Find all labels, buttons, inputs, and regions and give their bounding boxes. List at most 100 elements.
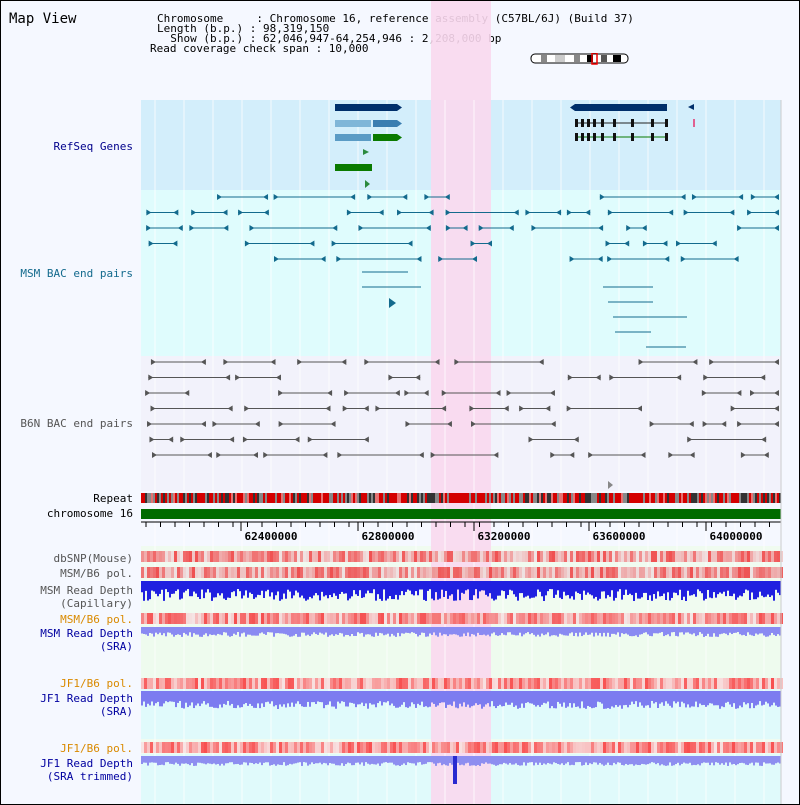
jf1-sra-depth-bar [573, 691, 575, 704]
heat-cell [510, 567, 513, 578]
heat-cell [498, 742, 501, 753]
heat-cell [189, 742, 192, 753]
heat-cell [315, 551, 318, 562]
repeat-segment [575, 493, 577, 503]
heat-cell [177, 678, 180, 689]
b6n-bac-end [344, 390, 350, 396]
heat-cell [561, 551, 564, 562]
heat-cell [615, 742, 618, 753]
heat-cell [543, 742, 546, 753]
repeat-segment [357, 493, 359, 503]
heat-cell [459, 678, 462, 689]
jf1-trim-depth-bar [463, 756, 465, 766]
msm-sra-depth-bar [357, 627, 359, 633]
jf1-sra-depth-bar [229, 691, 231, 706]
msm-capillary-depth-bar [155, 581, 157, 594]
jf1-b6-pol2-label[interactable]: JF1/B6 pol. [60, 742, 133, 755]
repeat-segment [173, 493, 175, 503]
repeat-segment [671, 493, 673, 503]
msm-bac-label[interactable]: MSM BAC end pairs [20, 267, 133, 280]
msm-capillary-depth-bar [311, 581, 313, 599]
jf1-trim-depth-bar [497, 756, 499, 766]
heat-cell [213, 613, 216, 624]
msm-bac-end [680, 194, 686, 200]
msm-capillary-depth-bar [293, 581, 295, 596]
jf1-sra-depth-bar [405, 691, 407, 708]
heat-cell [312, 567, 315, 578]
jf1-sra-depth-bar [507, 691, 509, 705]
jf1-sra-depth-bar [637, 691, 639, 707]
heat-cell [693, 742, 696, 753]
heat-cell [642, 567, 645, 578]
jf1-trim-depth-bar [773, 756, 775, 765]
heat-cell [573, 613, 576, 624]
jf1-sra-depth-bar [441, 691, 443, 703]
jf1-trim-depth-bar [295, 756, 297, 764]
heat-cell [654, 678, 657, 689]
msm-b6-pol-label[interactable]: MSM/B6 pol. [60, 567, 133, 580]
jf1-sra-depth-bar [663, 691, 665, 706]
repeat-segment [767, 493, 769, 503]
msm-sra-depth-bar [389, 627, 391, 637]
msm-b6-pol2-label[interactable]: MSM/B6 pol. [60, 613, 133, 626]
dbsnp-label[interactable]: dbSNP(Mouse) [53, 552, 133, 565]
heat-cell [699, 613, 702, 624]
heat-cell [159, 678, 162, 689]
jf1-trim-depth-bar [719, 756, 721, 765]
jf1-trim-depth-bar [621, 756, 623, 765]
msm-sra-depth-bar [251, 627, 253, 636]
chromosome-ideogram[interactable] [529, 53, 631, 65]
heat-cell [414, 551, 417, 562]
b6n-bac-end [363, 436, 369, 443]
heat-cell [453, 742, 456, 753]
jf1-trim-depth-bar [239, 756, 241, 765]
jf1-trim-depth-bar [387, 756, 389, 763]
jf1-trim-depth-bar [483, 756, 485, 764]
msm-capillary-depth-bar [423, 581, 425, 600]
heat-cell [162, 678, 165, 689]
jf1-sra-depth-bar [473, 691, 475, 706]
msm-sra-depth-bar [491, 627, 493, 634]
heat-cell [330, 567, 333, 578]
heat-cell [258, 551, 261, 562]
jf1-sra-depth-bar [469, 691, 471, 708]
jf1-sra-depth-bar [369, 691, 371, 704]
msm-sra-depth-bar [169, 627, 171, 633]
heat-cell [726, 613, 729, 624]
msm-depth-capillary-label[interactable]: MSM Read Depth [40, 584, 133, 597]
jf1-b6-pol-label[interactable]: JF1/B6 pol. [60, 677, 133, 690]
heat-cell [441, 613, 444, 624]
jf1-sra-depth-bar [739, 691, 741, 706]
heat-cell [321, 551, 324, 562]
msm-sra-depth-bar [509, 627, 511, 633]
msm-capillary-depth-bar [253, 581, 255, 599]
jf1-trim-depth-bar [437, 756, 439, 764]
jf1-depth-sra-label[interactable]: JF1 Read Depth [40, 692, 133, 705]
msm-sra-depth-bar [435, 627, 437, 636]
b6n-bac-end [415, 374, 421, 381]
b6n-bac-end [573, 436, 579, 443]
heat-cell [207, 678, 210, 689]
repeat-segment [225, 493, 227, 503]
jf1-trim-depth-bar [147, 756, 149, 766]
msm-sra-depth-bar [501, 627, 503, 634]
jf1-depth-trim-label[interactable]: JF1 Read Depth [40, 757, 133, 770]
msm-capillary-depth-bar [323, 581, 325, 597]
heat-cell [669, 613, 672, 624]
heat-cell [393, 551, 396, 562]
heat-cell [486, 678, 489, 689]
jf1-trim-depth-bar [693, 756, 695, 765]
msm-depth-sra-label[interactable]: MSM Read Depth [40, 627, 133, 640]
heat-cell [642, 678, 645, 689]
heat-cell [633, 613, 636, 624]
msm-capillary-depth-bar [281, 581, 283, 600]
repeat-segment [661, 493, 663, 503]
heat-cell [654, 567, 657, 578]
heat-cell [219, 742, 222, 753]
b6n-bac-label[interactable]: B6N BAC end pairs [20, 417, 133, 430]
msm-sra-depth-bar [215, 627, 217, 636]
refseq-genes-label[interactable]: RefSeq Genes [53, 140, 133, 153]
msm-sra-depth-bar [593, 627, 595, 637]
jf1-trim-depth-bar [305, 756, 307, 763]
